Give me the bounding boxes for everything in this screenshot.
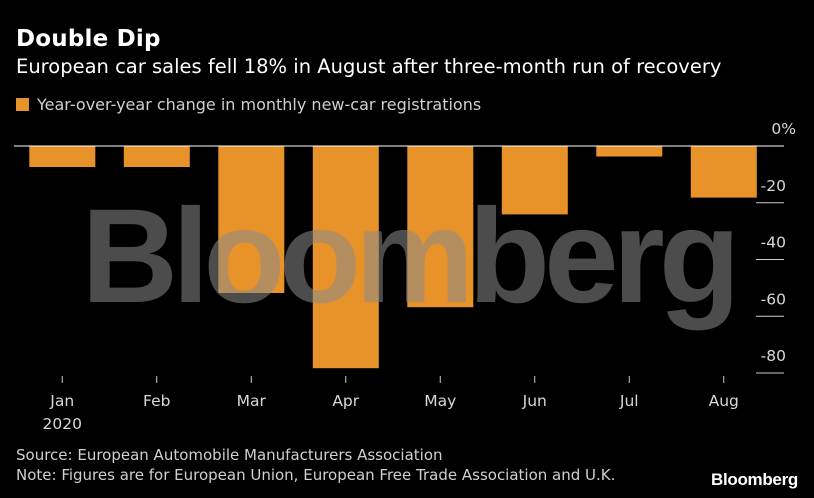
x-year-label: 2020 [43,415,82,433]
y-axis: 0% -20 -40 -60 -80 [756,120,796,374]
x-tick-label-may: May [424,392,456,410]
bars-group [29,146,757,369]
y-tick-label-1: -20 [761,177,786,195]
x-tick-label-aug: Aug [709,392,739,410]
x-tick-label-jul: Jul [619,392,639,410]
bar-jun [501,146,568,215]
bar-aug [690,146,757,198]
y-tick-label-2: -40 [761,234,786,252]
bar-mar [218,146,285,293]
x-tick-label-feb: Feb [143,392,170,410]
bar-jan [29,146,96,167]
x-axis: Jan 2020 Feb Mar Apr May Jun Jul Aug [43,376,739,433]
y-tick-label-3: -60 [761,290,786,308]
y-tick-label-4: -80 [761,347,786,365]
x-tick-label-jan: Jan [49,392,74,410]
x-tick-label-mar: Mar [237,392,267,410]
bar-may [407,146,474,308]
x-tick-label-apr: Apr [332,392,359,410]
y-tick-label-0: 0% [771,120,796,138]
bar-feb [123,146,190,167]
chart-title: Double Dip [16,26,161,52]
legend-label: Year-over-year change in monthly new-car… [37,95,482,114]
legend: Year-over-year change in monthly new-car… [16,95,481,114]
legend-swatch [16,98,29,111]
source-note: Source: European Automobile Manufacturer… [16,446,443,464]
watermark-logo: Bloomberg [81,182,734,331]
bar-jul [596,146,663,157]
chart-subtitle: European car sales fell 18% in August af… [16,55,722,78]
footnote: Note: Figures are for European Union, Eu… [16,466,616,484]
bar-apr [312,146,379,369]
bloomberg-logo: Bloomberg [710,470,798,489]
x-tick-label-jun: Jun [522,392,547,410]
